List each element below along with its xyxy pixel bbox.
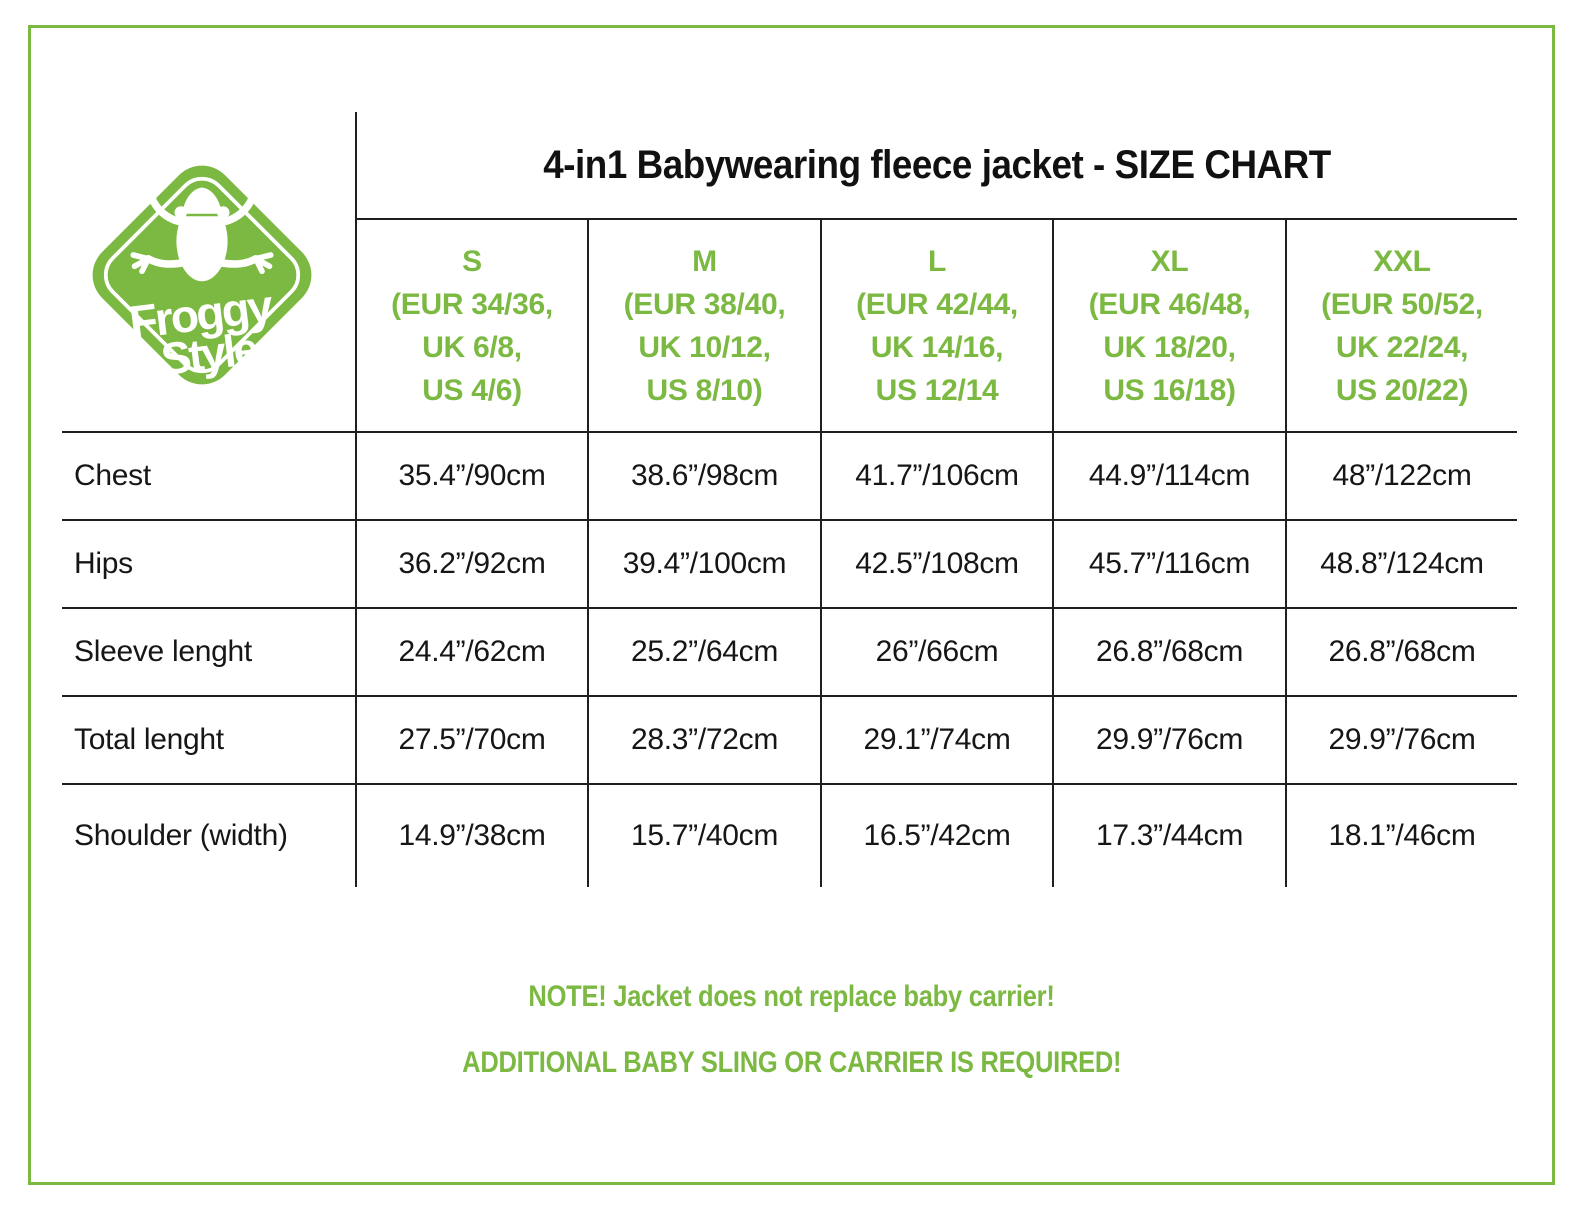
cell-hips-xxl: 48.8”/124cm xyxy=(1285,521,1517,609)
cell-chest-xxl: 48”/122cm xyxy=(1285,433,1517,521)
header-label-spacer xyxy=(62,220,355,433)
cell-shoulder-s: 14.9”/38cm xyxy=(355,785,587,887)
column-header-m: M (EUR 38/40, UK 10/12, US 8/10) xyxy=(587,220,820,433)
row-label-chest: Chest xyxy=(62,433,355,521)
footer-note-1: NOTE! Jacket does not replace baby carri… xyxy=(28,980,1555,1014)
footer-note-2-text: ADDITIONAL BABY SLING OR CARRIER IS REQU… xyxy=(461,1046,1122,1079)
column-header-s: S (EUR 34/36, UK 6/8, US 4/6) xyxy=(355,220,587,433)
cell-shoulder-m: 15.7”/40cm xyxy=(587,785,820,887)
cell-shoulder-xxl: 18.1”/46cm xyxy=(1285,785,1517,887)
cell-sleeve-s: 24.4”/62cm xyxy=(355,609,587,697)
frog-toes xyxy=(130,182,274,275)
frog-icon xyxy=(174,187,230,282)
cell-sleeve-l: 26”/66cm xyxy=(820,609,1052,697)
cell-hips-s: 36.2”/92cm xyxy=(355,521,587,609)
cell-chest-xl: 44.9”/114cm xyxy=(1052,433,1285,521)
column-header-l: L (EUR 42/44, UK 14/16, US 12/14 xyxy=(820,220,1052,433)
row-label-total-length: Total lenght xyxy=(62,697,355,785)
cell-shoulder-xl: 17.3”/44cm xyxy=(1052,785,1285,887)
table-corner-spacer xyxy=(62,112,355,220)
cell-total-xxl: 29.9”/76cm xyxy=(1285,697,1517,785)
row-label-sleeve-length: Sleeve lenght xyxy=(62,609,355,697)
column-header-xxl: XXL (EUR 50/52, UK 22/24, US 20/22) xyxy=(1285,220,1517,433)
cell-total-l: 29.1”/74cm xyxy=(820,697,1052,785)
cell-total-s: 27.5”/70cm xyxy=(355,697,587,785)
column-header-xl: XL (EUR 46/48, UK 18/20, US 16/18) xyxy=(1052,220,1285,433)
cell-hips-xl: 45.7”/116cm xyxy=(1052,521,1285,609)
cell-hips-l: 42.5”/108cm xyxy=(820,521,1052,609)
page-border xyxy=(28,25,1555,1185)
table-title-cell: 4-in1 Babywearing fleece jacket - SIZE C… xyxy=(355,112,1517,220)
size-table: 4-in1 Babywearing fleece jacket - SIZE C… xyxy=(62,112,1517,887)
cell-sleeve-m: 25.2”/64cm xyxy=(587,609,820,697)
cell-shoulder-l: 16.5”/42cm xyxy=(820,785,1052,887)
cell-sleeve-xxl: 26.8”/68cm xyxy=(1285,609,1517,697)
cell-sleeve-xl: 26.8”/68cm xyxy=(1052,609,1285,697)
row-label-shoulder-width: Shoulder (width) xyxy=(74,819,288,852)
logo-text-line2: Style xyxy=(158,323,260,385)
footer-note-1-text: NOTE! Jacket does not replace baby carri… xyxy=(528,980,1055,1013)
logo-inner-outline xyxy=(103,176,301,374)
cell-chest-m: 38.6”/98cm xyxy=(587,433,820,521)
cell-chest-l: 41.7”/106cm xyxy=(820,433,1052,521)
row-label-hips: Hips xyxy=(62,521,355,609)
cell-total-m: 28.3”/72cm xyxy=(587,697,820,785)
cell-total-xl: 29.9”/76cm xyxy=(1052,697,1285,785)
brand-logo: Froggy Style xyxy=(77,150,327,400)
frog-legs xyxy=(144,197,260,268)
logo-graphic: Froggy Style xyxy=(92,165,312,385)
cell-hips-m: 39.4”/100cm xyxy=(587,521,820,609)
footer-note-2: ADDITIONAL BABY SLING OR CARRIER IS REQU… xyxy=(28,1046,1555,1080)
page-title: 4-in1 Babywearing fleece jacket - SIZE C… xyxy=(543,142,1331,187)
cell-chest-s: 35.4”/90cm xyxy=(355,433,587,521)
